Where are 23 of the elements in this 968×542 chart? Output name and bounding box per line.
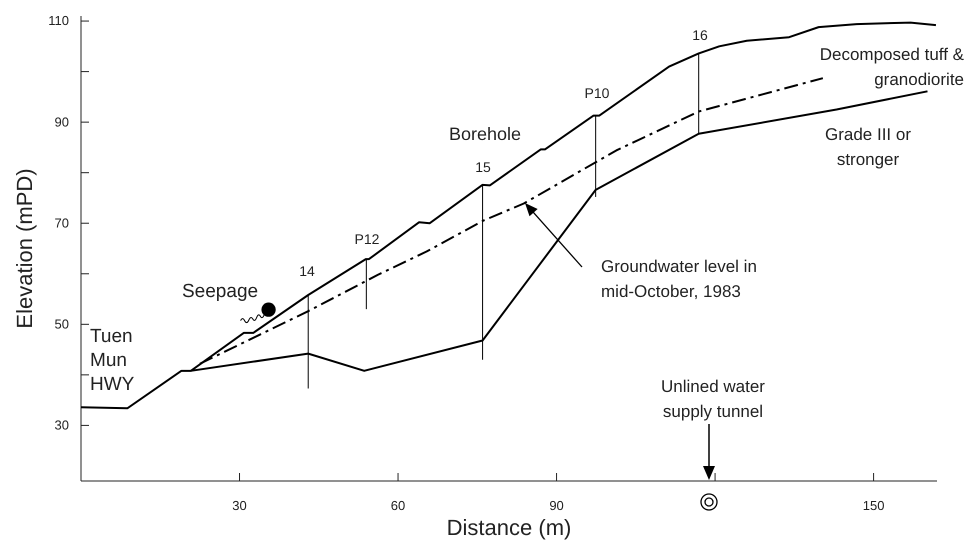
y-axis-title: Elevation (mPD)	[12, 168, 37, 329]
annotation: P12	[354, 231, 380, 247]
x-tick-label: 150	[862, 498, 884, 514]
x-tick-label: 30	[232, 498, 247, 514]
annotation: 15	[475, 159, 491, 175]
x-axis-title: Distance (m)	[446, 515, 572, 540]
annotation: Borehole	[448, 124, 522, 144]
annotation: Unlined water supply tunnel	[661, 377, 766, 421]
annotation: P10	[584, 85, 610, 101]
annotation: Grade III or stronger	[825, 125, 912, 169]
x-tick-label: 60	[390, 498, 406, 514]
annotation: Groundwater level in mid-October, 1983	[601, 257, 757, 301]
annotation: Tuen Mun HWY	[90, 326, 135, 395]
annotation: Seepage	[182, 281, 258, 302]
annotation: Decomposed tuff & granodiorite	[820, 45, 965, 89]
y-tick-label: 50	[54, 316, 69, 332]
annotation: 14	[299, 263, 315, 279]
y-tick-label: 70	[54, 215, 69, 230]
annotation: 16	[692, 27, 708, 43]
y-tick-label: 30	[54, 418, 69, 433]
x-tick-label: 90	[549, 498, 564, 514]
y-tick-label: 90	[54, 114, 69, 130]
y-tick-label: 110	[48, 13, 69, 28]
